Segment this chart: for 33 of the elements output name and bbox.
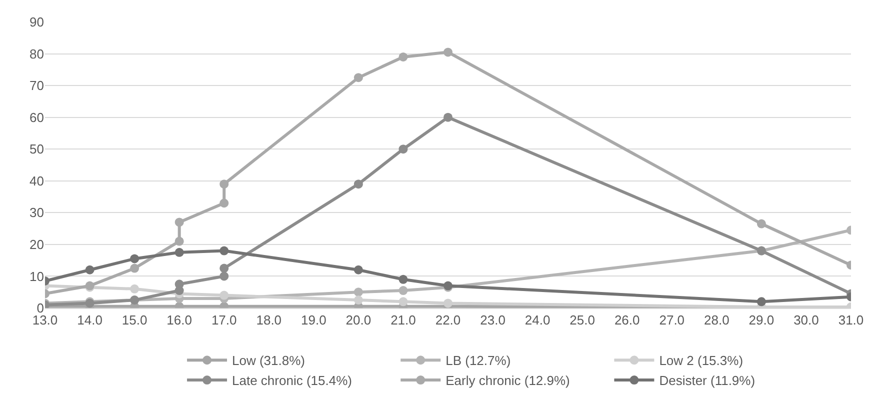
x-tick-label: 24.0 bbox=[524, 312, 550, 328]
x-tick-label: 30.0 bbox=[794, 312, 819, 328]
y-tick-label: 30 bbox=[30, 205, 44, 220]
x-tick-label: 29.0 bbox=[748, 312, 774, 328]
x-tick-label: 26.0 bbox=[614, 312, 640, 328]
y-tick-label: 60 bbox=[30, 110, 44, 125]
legend-label: Low (31.8%) bbox=[232, 353, 306, 368]
x-tick-label: 28.0 bbox=[704, 312, 730, 328]
x-tick-label: 20.0 bbox=[346, 312, 372, 328]
legend-label: Late chronic (15.4%) bbox=[232, 373, 352, 388]
y-tick-label: 20 bbox=[30, 236, 44, 252]
x-tick-label: 25.0 bbox=[570, 312, 595, 328]
y-tick-label: 70 bbox=[30, 78, 44, 94]
legend-label: Low 2 (15.3%) bbox=[659, 353, 744, 368]
legend-label: LB (12.7%) bbox=[446, 353, 511, 368]
y-tick-label: 90 bbox=[30, 14, 44, 30]
x-tick-label: 21.0 bbox=[390, 312, 416, 328]
y-tick-label: 40 bbox=[30, 173, 44, 188]
legend-label: Desister (11.9%) bbox=[659, 373, 756, 388]
x-tick-label: 27.0 bbox=[659, 312, 685, 328]
y-tick-label: 80 bbox=[30, 46, 44, 62]
y-tick-label: 50 bbox=[30, 142, 44, 157]
legend-label: Early chronic (12.9%) bbox=[446, 373, 570, 388]
x-tick-label: 17.0 bbox=[211, 312, 237, 328]
x-tick-label: 14.0 bbox=[77, 312, 102, 328]
x-tick-label: 18.0 bbox=[256, 312, 282, 328]
y-tick-label: 10 bbox=[30, 268, 44, 284]
x-tick-label: 19.0 bbox=[301, 312, 326, 328]
x-tick-label: 16.0 bbox=[166, 312, 192, 328]
x-tick-label: 31.0 bbox=[838, 312, 864, 328]
x-tick-label: 23.0 bbox=[480, 312, 506, 328]
x-tick-label: 15.0 bbox=[122, 312, 148, 328]
x-tick-label: 22.0 bbox=[435, 312, 461, 328]
